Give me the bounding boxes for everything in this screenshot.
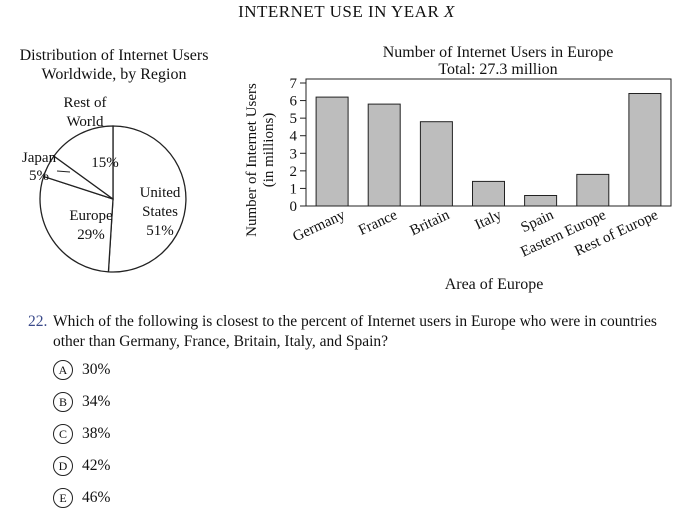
bar-spain [524, 195, 558, 207]
choice-d-bubble[interactable]: D [53, 456, 73, 476]
bar-france [367, 103, 401, 207]
bar-germany [315, 96, 349, 207]
question-text: Which of the following is closest to the… [53, 313, 657, 350]
pie-label-japan: Japan [22, 150, 57, 166]
main-title: INTERNET USE IN YEAR X [0, 2, 693, 22]
question-number: 22. [28, 313, 48, 330]
bar-britain [419, 121, 453, 207]
choice-a-text: 30% [82, 361, 111, 378]
bar-rest-of-europe [628, 93, 662, 207]
choice-b-bubble[interactable]: B [53, 392, 73, 412]
bar-italy [472, 180, 505, 207]
choice-b-text: 34% [82, 393, 111, 410]
bar-y-axis-label-line-1: Number of Internet Users [244, 83, 260, 237]
choice-d-text: 42% [82, 457, 111, 474]
choice-a-bubble[interactable]: A [53, 360, 73, 380]
pie-slice-rest-of-world [53, 125, 114, 201]
main-title-variable: X [444, 2, 455, 21]
pie-label-rest-of-world-line-1: Rest of [64, 95, 107, 111]
pie-slice-us [107, 125, 187, 273]
choice-c-bubble[interactable]: C [53, 424, 73, 444]
pie-label-us-line-2: States [142, 204, 178, 220]
pie-title-line-2: Worldwide, by Region [41, 66, 187, 83]
bar-x-tick-label-italy: Italy [473, 207, 505, 233]
bar-y-tick-label-7: 7 [290, 76, 298, 92]
bar-chart-subtitle: Total: 27.3 million [438, 61, 557, 78]
choice-e-text: 46% [82, 489, 111, 506]
bar-x-tick-label-france: France [356, 207, 400, 239]
bar-y-tick-label-6: 6 [290, 94, 298, 110]
pie-japan-leader-line [56, 170, 71, 173]
bar-y-tick-label-1: 1 [290, 181, 298, 197]
choice-c-text: 38% [82, 425, 111, 442]
pie-chart-title: Distribution of Internet Users Worldwide… [0, 46, 228, 84]
pie-slice-europe [39, 175, 114, 273]
bar-chart-title: Number of Internet Users in Europe [383, 44, 614, 61]
bar-y-tick-label-0: 0 [290, 199, 298, 215]
bar-y-tick-label-5: 5 [290, 111, 298, 127]
bar-x-tick-label-britain: Britain [408, 207, 453, 239]
bar-y-tick-label-4: 4 [290, 129, 298, 145]
pie-title-line-1: Distribution of Internet Users [19, 47, 209, 64]
pie-label-rest-of-world-line-2: World [66, 114, 104, 130]
pie-value-japan: 5% [29, 168, 49, 184]
pie-value-us: 51% [146, 223, 174, 239]
pie-label-europe: Europe [69, 208, 113, 224]
bar-x-axis-label: Area of Europe [445, 276, 544, 293]
pie-value-rest-of-world: 15% [91, 155, 119, 171]
bar-y-axis-label-line-2: (in millions) [261, 113, 277, 188]
bar-x-tick-label-germany: Germany [290, 207, 348, 245]
choice-e-bubble[interactable]: E [53, 488, 73, 508]
bar-y-tick-label-3: 3 [290, 146, 298, 162]
bar-y-tick-label-2: 2 [290, 164, 298, 180]
question: 22. Which of the following is closest to… [28, 312, 668, 350]
main-title-text: INTERNET USE IN YEAR [238, 2, 440, 21]
pie-value-europe: 29% [77, 227, 105, 243]
pie-label-us-line-1: United [140, 185, 181, 201]
bar-eastern-europe [576, 173, 610, 207]
